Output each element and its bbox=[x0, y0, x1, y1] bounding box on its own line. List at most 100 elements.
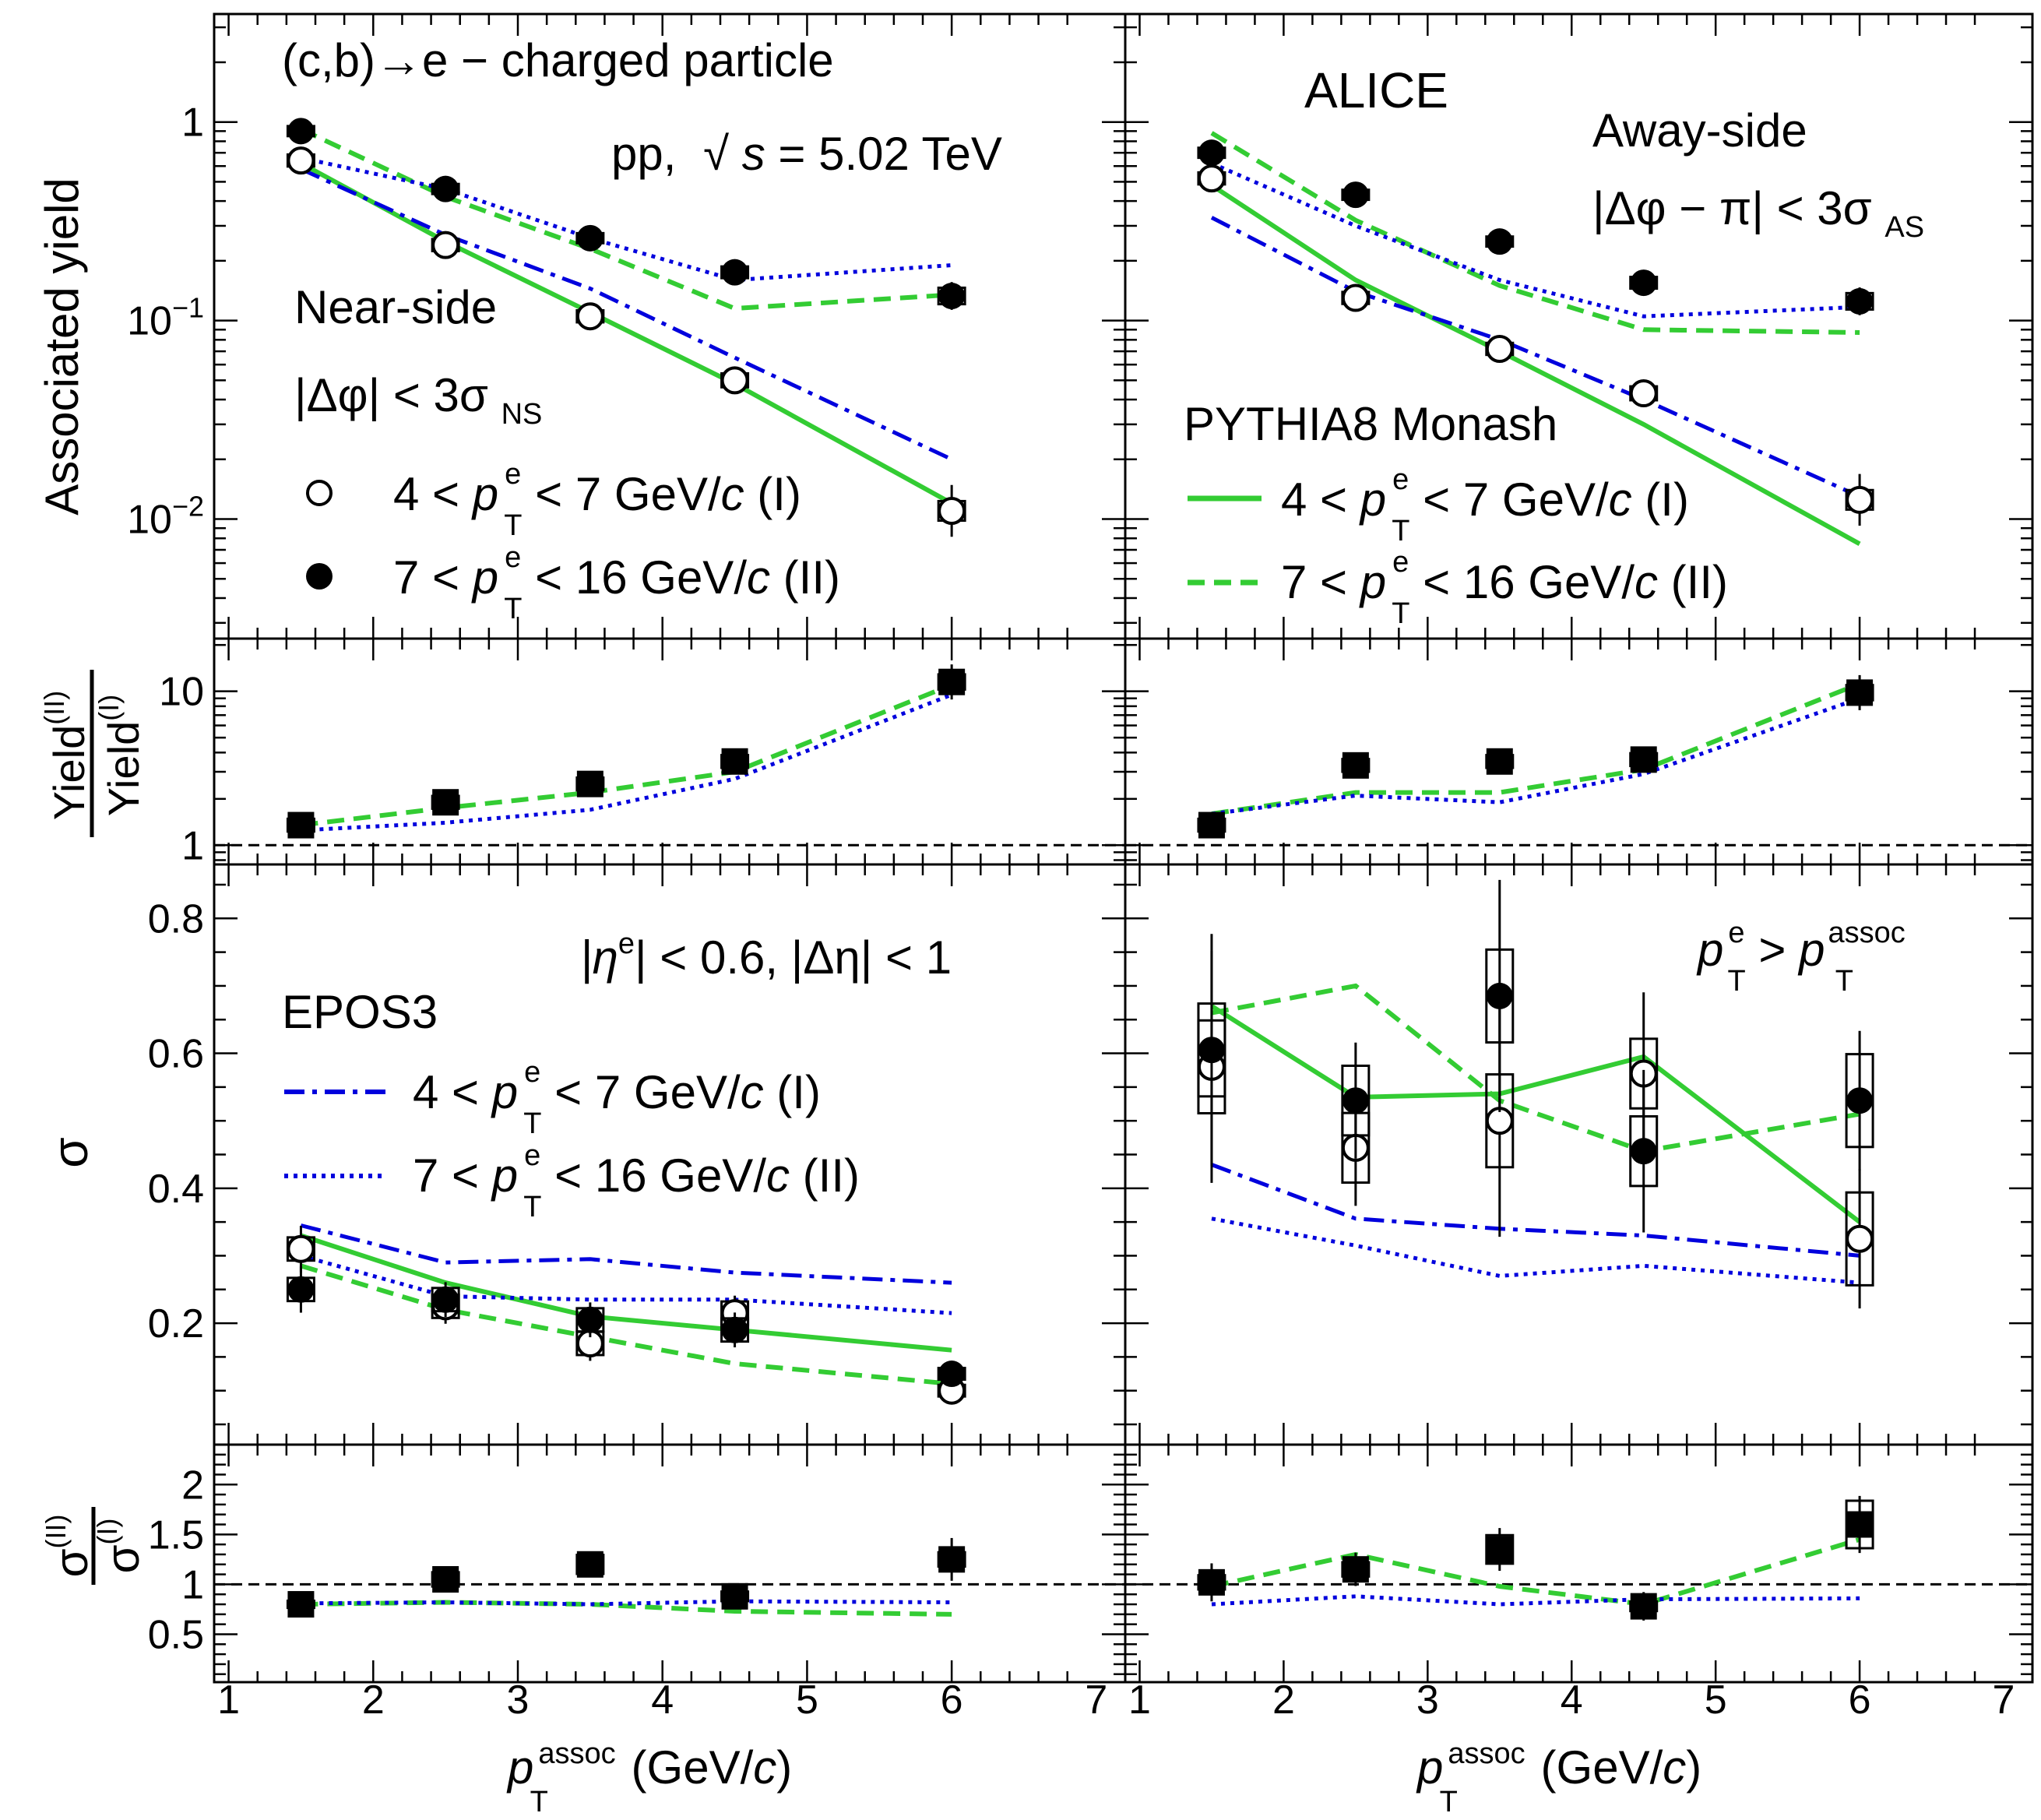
legend-epos-II-sup: e bbox=[524, 1139, 540, 1172]
ylabel-yield-ratio: Yield (II) Yield(I) bbox=[38, 670, 148, 837]
curve-pythia-yield_ratio-near bbox=[301, 682, 953, 828]
data-point-square bbox=[1486, 748, 1513, 775]
x-tick-label-away: 5 bbox=[1705, 1677, 1727, 1723]
data-point-filled bbox=[287, 118, 315, 145]
y-tick-label-yield: 10−1 bbox=[127, 292, 204, 344]
sqrt-sign: √ bbox=[703, 128, 729, 180]
legend-epos-I-sup: e bbox=[524, 1056, 540, 1089]
curve-epos-I-yield-near bbox=[300, 167, 953, 462]
y-tick-label-exp: −1 bbox=[172, 292, 204, 324]
x-tick-label-away: 6 bbox=[1849, 1677, 1871, 1723]
data-point-square bbox=[576, 1551, 604, 1578]
data-point-square bbox=[1486, 1536, 1513, 1563]
away-cut-sub: AS bbox=[1884, 211, 1924, 244]
data-point-square bbox=[1846, 1511, 1874, 1538]
xlabel-right-unit: (GeV/ bbox=[1528, 1741, 1663, 1794]
legend-pythia-I-sup: e bbox=[1392, 463, 1409, 496]
data-point-open bbox=[1846, 1224, 1874, 1253]
legend-pythia-II-post: < 16 GeV/ bbox=[1409, 556, 1635, 608]
y-tick-label-yield: 10−2 bbox=[127, 491, 204, 543]
xlabel-right: p assoc T (GeV/c) bbox=[1416, 1737, 1701, 1818]
data-point-square bbox=[1630, 746, 1657, 773]
y-tick-label-yield: 1 bbox=[181, 100, 204, 146]
legend-data-I-pre: 4 < bbox=[393, 468, 473, 520]
legend-data-I-sup: e bbox=[505, 458, 521, 491]
data-point-square bbox=[432, 789, 459, 816]
legend-pythia-II-pre: 7 < bbox=[1281, 556, 1360, 608]
alice-label: ALICE bbox=[1304, 62, 1448, 118]
data-point-open bbox=[575, 302, 604, 331]
legend-data-I-p: p bbox=[471, 468, 498, 520]
x-tick-label-near: 4 bbox=[651, 1677, 674, 1723]
legend-data-II-post: < 16 GeV/ bbox=[522, 551, 747, 604]
data-point-square bbox=[938, 1546, 966, 1573]
data-point-open bbox=[1846, 485, 1874, 514]
legend-data-I-tag: (I) bbox=[744, 468, 801, 520]
y-tick-label-sigma: 0.6 bbox=[148, 1032, 204, 1077]
legend-data-II-c: c bbox=[747, 551, 770, 604]
ylabel-ratio-den: Yield(I) bbox=[93, 695, 148, 816]
ylabel-ratio-num-sup: (II) bbox=[38, 691, 70, 725]
legend-epos-I-pre: 4 < bbox=[413, 1066, 492, 1118]
legend-data-II-marker bbox=[306, 563, 333, 590]
data-point-filled bbox=[576, 224, 604, 252]
data-point-filled bbox=[1342, 1087, 1369, 1114]
eta-cut-open: |η bbox=[580, 931, 618, 984]
legend-pythia-I-pre: 4 < bbox=[1281, 473, 1360, 526]
pt-cond-sub2: T bbox=[1835, 965, 1853, 998]
curve-pythia-II-yield-away bbox=[1210, 131, 1860, 335]
data-point-open bbox=[1197, 164, 1226, 193]
ylabel-ratio-den-text: Yield bbox=[99, 721, 148, 816]
data-point-square bbox=[721, 1582, 748, 1610]
system-label: pp, √ s = 5.02 TeV bbox=[611, 128, 1002, 180]
y-tick-label-sigma_ratio: 0.5 bbox=[148, 1612, 204, 1657]
y-tick-label-yield_ratio: 1 bbox=[181, 823, 204, 868]
eta-cut-rest: | < 0.6, |Δη| < 1 bbox=[635, 931, 952, 984]
data-point-square bbox=[1198, 811, 1225, 839]
pt-cond-p2: p bbox=[1797, 924, 1825, 976]
curve-epos-yield_ratio-away bbox=[1211, 696, 1860, 816]
y-tick-label-sigma: 0.2 bbox=[148, 1301, 204, 1347]
legend-epos-I-post: < 7 GeV/ bbox=[541, 1066, 740, 1118]
ylabel-sratio-num-sup: (II) bbox=[40, 1514, 72, 1548]
legend-pythia-I-tag: (I) bbox=[1632, 473, 1689, 526]
data-point-filled bbox=[432, 1286, 459, 1313]
data-point-square bbox=[287, 1591, 315, 1618]
data-point-filled bbox=[576, 1306, 604, 1333]
y-tick-label-base: 10 bbox=[127, 299, 172, 344]
curve-epos-yield_ratio-near bbox=[301, 692, 953, 833]
near-side-label: Near-side bbox=[294, 281, 497, 333]
ylabel-sigma-ratio: σ(II) σ(I) bbox=[40, 1507, 149, 1585]
data-point-square bbox=[432, 1566, 459, 1593]
data-point-filled bbox=[938, 1361, 966, 1388]
legend-data-II-pre: 7 < bbox=[393, 551, 473, 604]
xlabel-left-c: c bbox=[753, 1741, 776, 1794]
legend-epos-II-tag: (II) bbox=[790, 1149, 860, 1202]
legend-pythia-II-sub: T bbox=[1392, 597, 1409, 630]
curve-epos-sigma_ratio-away bbox=[1211, 1594, 1860, 1607]
legend-data-I-marker bbox=[306, 480, 333, 506]
xlabel-right-p: p bbox=[1416, 1741, 1443, 1794]
away-side-label: Away-side bbox=[1592, 104, 1807, 157]
data-point-square bbox=[1342, 1556, 1369, 1583]
x-tick-label-near: 6 bbox=[941, 1677, 963, 1723]
data-point-open bbox=[431, 231, 460, 259]
xlabel-left: p assoc T (GeV/c) bbox=[506, 1737, 792, 1818]
legend-data-II-sub: T bbox=[504, 593, 522, 625]
curve-pythia-yield_ratio-away bbox=[1211, 681, 1861, 816]
pt-cond-sup1: e bbox=[1728, 917, 1744, 949]
ylabel-sratio-num: σ(II) bbox=[40, 1514, 97, 1577]
ylabel-ratio-den-sup: (I) bbox=[93, 695, 125, 721]
panel-frame-sigma_ratio-away bbox=[1124, 1443, 2034, 1684]
energy-var: s bbox=[742, 128, 765, 180]
ylabel-sigma: σ bbox=[42, 1137, 98, 1168]
data-point-filled bbox=[1630, 1138, 1657, 1165]
legend-epos-I-p: p bbox=[491, 1066, 518, 1118]
xlabel-right-close: ) bbox=[1686, 1741, 1701, 1794]
